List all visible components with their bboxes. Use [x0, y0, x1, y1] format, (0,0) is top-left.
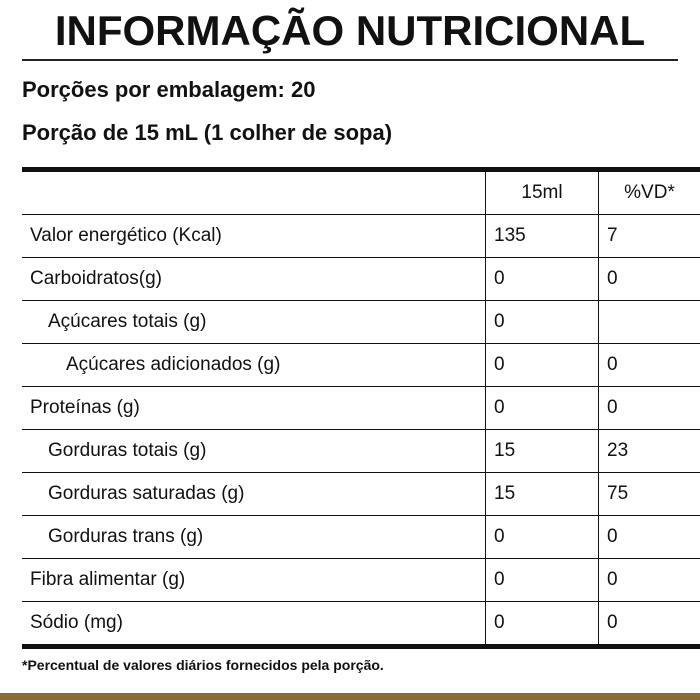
table-row: Valor energético (Kcal) 135 7 [22, 214, 700, 258]
title-divider [22, 59, 678, 61]
table-header-row: 15ml %VD* [22, 169, 700, 215]
label-title: INFORMAÇÃO NUTRICIONAL [54, 7, 646, 54]
nutrient-amount: 15 [485, 472, 599, 516]
nutrient-amount: 0 [485, 558, 599, 602]
table-row: Carboidratos(g) 0 0 [22, 257, 700, 301]
nutrient-amount: 0 [485, 257, 599, 301]
nutrient-name: Gorduras trans (g) [22, 515, 486, 559]
nutrient-name: Açúcares totais (g) [22, 300, 486, 344]
nutrient-amount: 0 [485, 601, 599, 647]
nutrient-name: Valor energético (Kcal) [22, 214, 486, 258]
nutrient-name: Gorduras saturadas (g) [22, 472, 486, 516]
nutrient-amount: 0 [485, 386, 599, 430]
portion-size: Porção de 15 mL (1 colher de sopa) [22, 120, 393, 145]
header-nutrient [22, 170, 486, 215]
accent-bar [0, 693, 700, 700]
nutrient-name: Proteínas (g) [22, 386, 486, 430]
servings-per-package: Porções por embalagem: 20 [22, 77, 316, 102]
nutrient-vd [598, 300, 700, 344]
footnote: *Percentual de valores diários fornecido… [22, 657, 384, 673]
nutrient-amount: 15 [485, 429, 599, 473]
nutrient-name: Sódio (mg) [22, 601, 486, 647]
table-row: Açúcares adicionados (g) 0 0 [22, 343, 700, 387]
nutrient-amount: 0 [485, 300, 599, 344]
table-row: Açúcares totais (g) 0 [22, 300, 700, 344]
nutrient-name: Fibra alimentar (g) [22, 558, 486, 602]
nutrient-vd: 0 [598, 343, 700, 387]
nutrient-amount: 135 [485, 214, 599, 258]
header-vd: %VD* [598, 169, 700, 215]
table-row: Gorduras trans (g) 0 0 [22, 515, 700, 559]
table-row: Proteínas (g) 0 0 [22, 386, 700, 430]
nutrient-vd: 75 [598, 472, 700, 516]
nutrient-vd: 23 [598, 429, 700, 473]
nutrient-vd: 0 [598, 386, 700, 430]
nutrient-amount: 0 [485, 515, 599, 559]
header-amount: 15ml [485, 169, 599, 215]
nutrient-amount: 0 [485, 343, 599, 387]
nutrient-name: Açúcares adicionados (g) [22, 343, 486, 387]
nutrient-name: Carboidratos(g) [22, 257, 486, 301]
nutrient-vd: 0 [598, 558, 700, 602]
table-row: Gorduras saturadas (g) 15 75 [22, 472, 700, 516]
nutrient-vd: 0 [598, 515, 700, 559]
nutrient-name: Gorduras totais (g) [22, 429, 486, 473]
nutrition-table: 15ml %VD* Valor energético (Kcal) 135 7 Car… [22, 167, 700, 649]
table-row: Gorduras totais (g) 15 23 [22, 429, 700, 473]
nutrient-vd: 7 [598, 214, 700, 258]
table-row: Sódio (mg) 0 0 [22, 601, 700, 647]
nutrient-vd: 0 [598, 601, 700, 647]
nutrient-vd: 0 [598, 257, 700, 301]
table-row: Fibra alimentar (g) 0 0 [22, 558, 700, 602]
